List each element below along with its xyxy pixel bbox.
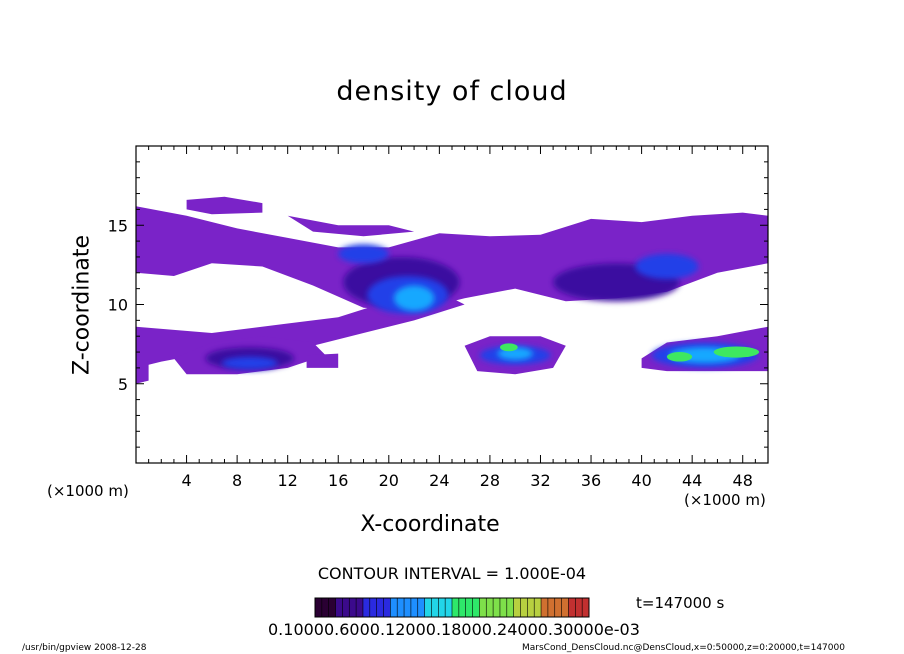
- x-tick-label-9: 40: [631, 471, 651, 490]
- left-lens-blue: [221, 356, 278, 370]
- dense-core-cyan: [393, 285, 435, 311]
- colorbar-cell: [397, 598, 405, 617]
- footer-left: /usr/bin/gpview 2008-12-28: [22, 643, 147, 653]
- colorbar-cell: [506, 598, 515, 617]
- colorbar-cell: [486, 598, 494, 617]
- colorbar-cell: [465, 598, 474, 617]
- y-tick-label-1: 10: [108, 296, 128, 315]
- colorbar-cell: [431, 598, 439, 617]
- colorbar-cell: [520, 598, 528, 617]
- colorbar-cell: [527, 598, 535, 617]
- x-tick-label-2: 12: [278, 471, 298, 490]
- upper-cloud-streak: [287, 215, 415, 237]
- x-tick-label-4: 20: [379, 471, 399, 490]
- y-tick-label-2: 15: [108, 216, 128, 235]
- x-tick-label-7: 32: [530, 471, 550, 490]
- colorbar-cell: [349, 598, 357, 617]
- x-tick-label-8: 36: [581, 471, 601, 490]
- y-ticks: 5 10 15: [108, 161, 768, 448]
- x-tick-label-11: 48: [733, 471, 753, 490]
- colorbar: [314, 597, 590, 618]
- y-tick-label-0: 5: [118, 375, 128, 394]
- colorbar-cell: [458, 598, 467, 617]
- colorbar-cell: [445, 598, 453, 617]
- colorbar-cell: [534, 598, 542, 617]
- contour-interval: CONTOUR INTERVAL = 1.000E-04: [317, 564, 587, 583]
- colorbar-cell: [328, 598, 337, 617]
- left-edge-cloud: [136, 326, 149, 384]
- colorbar-cell: [513, 598, 521, 617]
- colorbar-cell: [383, 598, 391, 617]
- colorbar-cell: [424, 598, 432, 617]
- lower-cloud-puff: [306, 353, 339, 368]
- x-tick-label-6: 28: [480, 471, 500, 490]
- colorbar-cell: [335, 598, 343, 617]
- colorbar-cell: [417, 598, 426, 617]
- footer-right: MarsCond_DensCloud.nc@DensCloud,x=0:5000…: [522, 643, 845, 653]
- x-tick-label-5: 24: [429, 471, 449, 490]
- colorbar-cell: [356, 598, 364, 617]
- colorbar-labels: 0.10000.6000.12000.18000.24000.30000e-03: [268, 620, 640, 639]
- colorbar-cell: [561, 598, 569, 617]
- time-label: t=147000 s: [636, 594, 725, 612]
- upper-blue-streak: [338, 244, 389, 264]
- x-tick-label-0: 4: [181, 471, 191, 490]
- colorbar-cell: [554, 598, 563, 617]
- x-axis-unit: (×1000 m): [684, 491, 766, 509]
- colorbar-cell: [390, 598, 398, 617]
- colorbar-cell: [362, 598, 371, 617]
- colorbar-cell: [438, 598, 446, 617]
- colorbar-cell: [479, 598, 487, 617]
- x-tick-label-1: 8: [232, 471, 242, 490]
- upper-cloud-cap: [186, 196, 263, 215]
- x-tick-label-10: 44: [682, 471, 702, 490]
- colorbar-cell: [376, 598, 384, 617]
- colorbar-cell: [472, 598, 480, 617]
- colorbar-cell: [342, 598, 350, 617]
- colorbar-cell: [410, 598, 419, 617]
- colorbar-cell: [315, 598, 323, 617]
- density-field: [136, 196, 768, 384]
- colorbar-frame: [314, 597, 590, 618]
- colorbar-cell: [321, 598, 330, 617]
- x-tick-label-3: 16: [328, 471, 348, 490]
- colorbar-cell: [541, 598, 549, 617]
- colorbar-cell: [499, 598, 508, 617]
- upper-right-blue: [635, 253, 699, 280]
- colorbar-cell: [493, 598, 501, 617]
- right-lens-green-2: [666, 352, 693, 362]
- colorbar-cell: [582, 598, 590, 617]
- y-axis-label: Z-coordinate: [69, 235, 95, 375]
- y-axis-unit: (×1000 m): [47, 482, 129, 500]
- colorbar-cell: [404, 598, 412, 617]
- chart-title: density of cloud: [336, 76, 568, 107]
- colorbar-cell: [575, 598, 583, 617]
- colorbar-cell: [568, 598, 576, 617]
- colorbar-cell: [547, 598, 556, 617]
- colorbar-cell: [452, 598, 460, 617]
- center-lens-green: [500, 343, 518, 352]
- x-axis-label: X-coordinate: [360, 512, 500, 537]
- colorbar-cell: [369, 598, 378, 617]
- x-ticks: 4 8 12 16 20 24 28 32 36 40 44 48: [148, 146, 756, 490]
- right-lens-green: [713, 346, 760, 358]
